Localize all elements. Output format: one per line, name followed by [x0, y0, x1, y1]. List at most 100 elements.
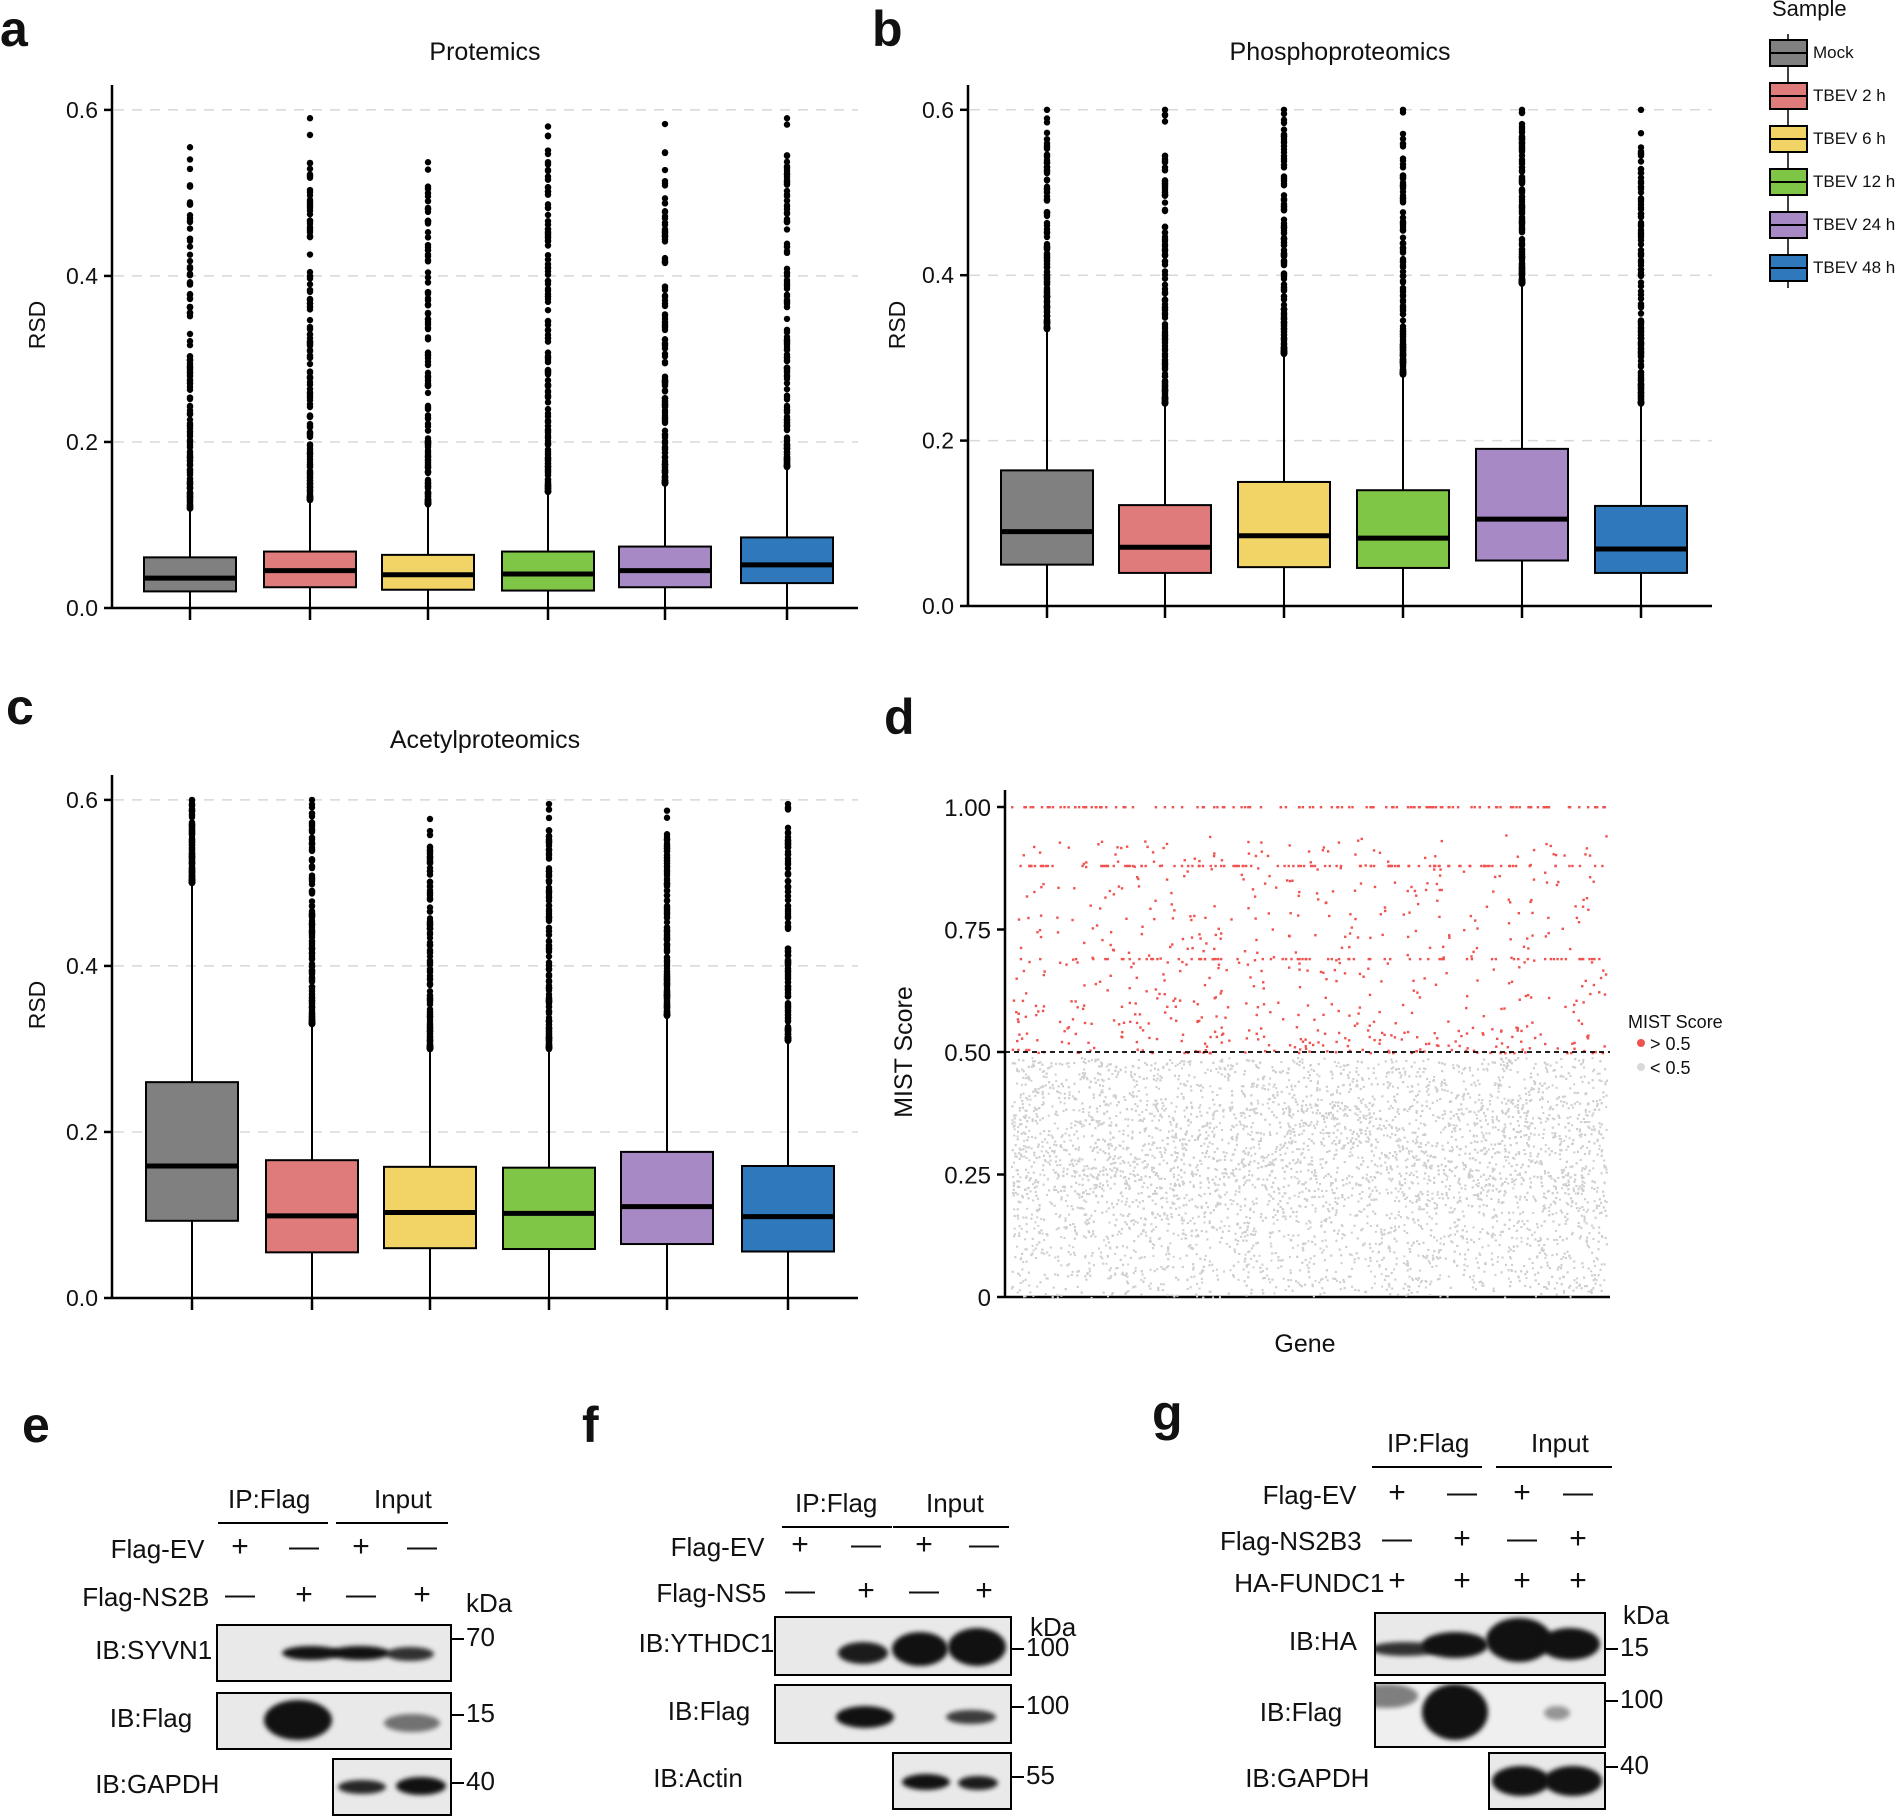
point-low	[1565, 1257, 1567, 1259]
point-low	[1266, 1156, 1268, 1158]
point-low	[1498, 1087, 1500, 1089]
box-a-3	[502, 552, 594, 591]
point-low	[1427, 1183, 1429, 1185]
point-low	[1133, 1223, 1135, 1225]
outlier-point	[425, 291, 431, 297]
point-low	[1153, 1244, 1155, 1246]
outlier-point	[785, 825, 791, 831]
point-low	[1195, 1244, 1197, 1246]
y-axis-label: RSD	[24, 301, 50, 350]
outlier-point	[662, 200, 668, 206]
point-low	[1144, 1277, 1146, 1279]
point-low	[1245, 1254, 1247, 1256]
outlier-point	[784, 316, 790, 322]
outlier-point	[1400, 196, 1406, 202]
y-axis-label: RSD	[884, 301, 910, 350]
outlier-point	[1162, 152, 1168, 158]
point-low	[1426, 1223, 1428, 1225]
outlier-point	[545, 159, 551, 165]
outlier-point	[546, 815, 552, 821]
point-low	[1524, 1079, 1526, 1081]
point-low	[1282, 1113, 1284, 1115]
point-low	[1161, 1245, 1163, 1247]
outlier-point	[1400, 107, 1406, 113]
point-low	[1119, 1112, 1121, 1114]
outlier-point	[1638, 267, 1644, 273]
outlier-point	[545, 377, 551, 383]
outlier-point	[189, 797, 195, 803]
point-low	[1208, 1156, 1210, 1158]
outlier-point	[427, 996, 433, 1002]
y-tick-label: 0.6	[66, 97, 98, 123]
point-low	[1451, 1146, 1453, 1148]
point-low	[1604, 1083, 1606, 1085]
point-low	[1440, 1085, 1442, 1087]
point-low	[1460, 1108, 1462, 1110]
point-low	[1039, 1174, 1041, 1176]
point-low	[1031, 1214, 1033, 1216]
outlier-point	[662, 283, 668, 289]
outlier-point	[784, 373, 790, 379]
outlier-point	[545, 359, 551, 365]
point-low	[1350, 1148, 1352, 1150]
outlier-point	[1638, 223, 1644, 229]
point-low	[1576, 1101, 1578, 1103]
point-low	[1042, 1146, 1044, 1148]
point-low	[1310, 1226, 1312, 1228]
point-low	[1106, 1263, 1108, 1265]
point-low	[1583, 1209, 1585, 1211]
y-tick-label: 0.6	[66, 787, 98, 813]
point-low	[1406, 1197, 1408, 1199]
point-low	[1140, 1279, 1142, 1281]
point-low	[1040, 1218, 1042, 1220]
point-low	[1138, 1158, 1140, 1160]
point-low	[1216, 1269, 1218, 1271]
outlier-point	[1044, 143, 1050, 149]
point-low	[1032, 1183, 1034, 1185]
point-low	[1392, 1178, 1394, 1180]
point-low	[1393, 1268, 1395, 1270]
point-low	[1503, 1098, 1505, 1100]
point-low	[1048, 1093, 1050, 1095]
point-low	[1109, 1168, 1111, 1170]
point-low	[1231, 1106, 1233, 1108]
point-low	[1291, 1116, 1293, 1118]
point-low	[1412, 1202, 1414, 1204]
outlier-point	[664, 910, 670, 916]
outlier-point	[187, 215, 193, 221]
point-low	[1249, 1134, 1251, 1136]
outlier-point	[664, 852, 670, 858]
point-low	[1290, 1269, 1292, 1271]
point-low	[1201, 1282, 1203, 1284]
point-low	[1375, 1243, 1377, 1245]
point-low	[1273, 1223, 1275, 1225]
point-low	[1437, 1116, 1439, 1118]
outlier-point	[1638, 358, 1644, 364]
point-low	[1447, 1090, 1449, 1092]
point-low	[1022, 1280, 1024, 1282]
point-low	[1307, 1240, 1309, 1242]
y-axis-label: RSD	[24, 981, 50, 1030]
point-low	[1212, 1296, 1214, 1298]
point-low	[1387, 1232, 1389, 1234]
point-low	[1420, 1146, 1422, 1148]
point-low	[1181, 1238, 1183, 1240]
outlier-point	[425, 453, 431, 459]
outlier-point	[1400, 308, 1406, 314]
point-low	[1199, 1175, 1201, 1177]
outlier-point	[785, 1012, 791, 1018]
outlier-point	[664, 936, 670, 942]
outlier-point	[545, 467, 551, 473]
point-low	[1497, 1097, 1499, 1099]
outlier-point	[664, 877, 670, 883]
outlier-point	[545, 191, 551, 197]
point-low	[1503, 1166, 1505, 1168]
outlier-point	[1162, 290, 1168, 296]
point-low	[1308, 1125, 1310, 1127]
outlier-point	[307, 192, 313, 198]
outlier-point	[1400, 329, 1406, 335]
point-low	[1064, 1102, 1066, 1104]
point-low	[1498, 1199, 1500, 1201]
outlier-point	[1281, 335, 1287, 341]
point-low	[1224, 1194, 1226, 1196]
